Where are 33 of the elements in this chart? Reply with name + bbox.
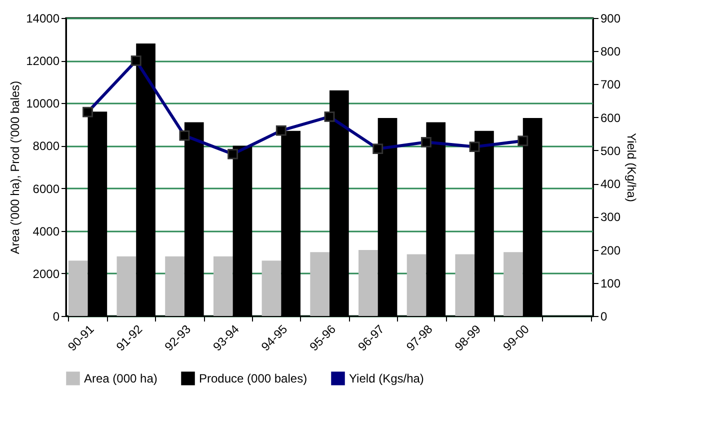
y2-tick-label: 700 xyxy=(600,78,621,92)
y-tick-label: 14000 xyxy=(26,12,60,26)
legend-label: Produce (000 bales) xyxy=(199,371,308,386)
bar xyxy=(262,260,282,316)
bar xyxy=(455,254,475,316)
bar xyxy=(116,256,136,316)
y-tick-label: 6000 xyxy=(32,182,60,196)
bar xyxy=(213,256,233,316)
bar xyxy=(406,254,426,316)
legend-label: Yield (Kgs/ha) xyxy=(349,371,424,386)
y2-tick-label: 500 xyxy=(600,144,621,158)
y-tick-label: 2000 xyxy=(32,266,60,281)
bar xyxy=(310,252,330,316)
y-tick-label: 8000 xyxy=(32,139,60,154)
legend-label: Area (000 ha) xyxy=(84,371,158,386)
bar xyxy=(504,252,523,316)
y2-tick-label: 600 xyxy=(600,110,621,125)
y-tick-label: 4000 xyxy=(32,224,60,238)
y2-tick-label: 0 xyxy=(600,310,608,324)
y2-tick-label: 200 xyxy=(600,243,621,258)
y-tick-label: 12000 xyxy=(26,54,60,68)
y2-tick-label: 300 xyxy=(600,210,621,224)
bar xyxy=(358,250,378,316)
y2-tick-label: 100 xyxy=(600,276,621,290)
y2-tick-label: 800 xyxy=(600,44,621,59)
y-axis-title: Area ('000 ha), Prod ('000 bales) xyxy=(8,80,22,254)
y2-axis-title: Yield (Kg/ha) xyxy=(624,133,639,202)
bar xyxy=(68,260,88,316)
y-tick-label: 0 xyxy=(52,310,60,324)
y2-tick-label: 400 xyxy=(600,177,621,192)
bar xyxy=(165,256,184,316)
y-tick-label: 10000 xyxy=(26,96,60,111)
y2-tick-label: 900 xyxy=(600,12,621,26)
